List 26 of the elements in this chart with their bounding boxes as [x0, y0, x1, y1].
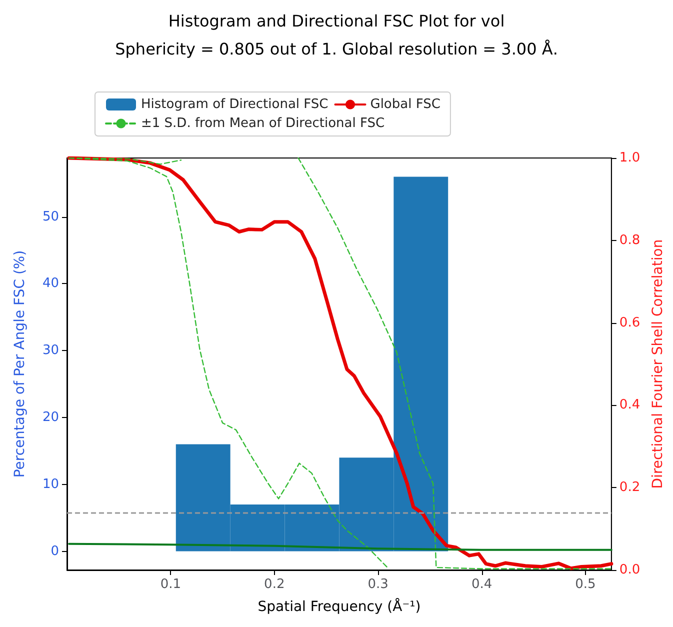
x-tick-label: 0.3	[368, 577, 388, 592]
y-tick-label: 50	[42, 209, 59, 224]
x-tick-label: 0.1	[160, 577, 182, 592]
x-tick-label: 0.2	[264, 577, 285, 592]
y-tick-label: 10	[42, 476, 59, 492]
x-axis-title: Spatial Frequency (Å⁻¹)	[258, 598, 421, 615]
legend-label: Global FSC	[370, 97, 440, 112]
y-axis-title: Percentage of Per Angle FSC (%)	[12, 250, 28, 478]
y2-tick-label: 0.4	[619, 398, 640, 413]
y2-tick-label: 0.2	[619, 480, 640, 496]
y2-tick-label: 1.0	[619, 150, 640, 166]
y2-tick-label: 0.8	[619, 232, 640, 248]
x-tick-label: 0.4	[471, 577, 492, 592]
chart-subtitle: Sphericity = 0.805 out of 1. Global resolution = 3.00 Å.	[115, 40, 558, 58]
line-series	[68, 542, 612, 551]
legend-label: ±1 S.D. from Mean of Directional FSC	[141, 116, 385, 131]
y-tick-label: 0	[50, 544, 59, 559]
chart-title: Histogram and Directional FSC Plot for vol	[168, 12, 505, 30]
y2-tick-label: 0.0	[619, 562, 640, 578]
y-tick-label: 40	[42, 276, 59, 292]
x-tick-label: 0.5	[575, 577, 596, 592]
y2-tick-label: 0.6	[619, 315, 640, 330]
y2-axis-title: Directional Fourier Shell Correlation	[650, 239, 666, 489]
legend-label: Histogram of Directional FSC	[141, 97, 328, 112]
y-tick-label: 20	[42, 410, 59, 426]
y-tick-label: 30	[42, 343, 59, 358]
